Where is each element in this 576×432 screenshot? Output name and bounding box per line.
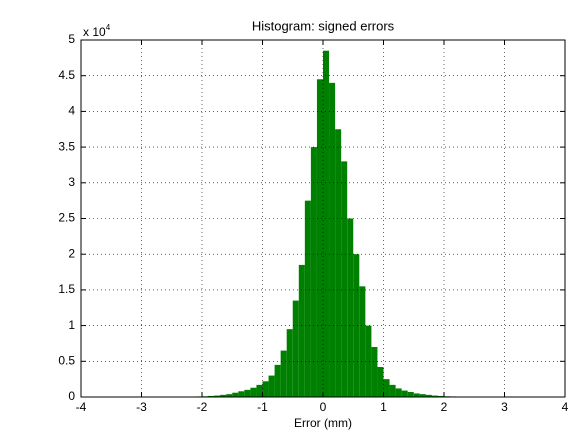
bar	[347, 218, 354, 397]
bar	[419, 394, 426, 397]
bar	[220, 394, 227, 397]
y-tick-label: 4	[68, 104, 75, 118]
axes-box	[80, 39, 566, 398]
bar	[359, 286, 366, 397]
y-tick-label: 1	[68, 318, 75, 332]
bar	[238, 391, 245, 397]
bar	[310, 147, 317, 397]
y-scale-exponent: 4	[106, 23, 111, 32]
bar	[377, 367, 384, 397]
bar	[437, 395, 444, 397]
x-tick-label: 1	[380, 400, 387, 414]
y-tick-label: 0.5	[58, 353, 75, 367]
bar	[292, 300, 299, 397]
bar	[413, 393, 420, 397]
y-scale-base: x 10	[83, 25, 106, 39]
bar	[214, 395, 221, 397]
y-tick-label: 5	[68, 32, 75, 46]
x-tick-label: 3	[501, 400, 508, 414]
x-tick-label: 4	[562, 400, 569, 414]
x-tick-label: 0	[320, 400, 327, 414]
bar	[371, 347, 378, 397]
bar	[425, 394, 432, 397]
y-tick-label: 3	[68, 175, 75, 189]
bar	[341, 161, 348, 397]
bar	[304, 200, 311, 397]
bar	[383, 379, 390, 397]
bar	[431, 395, 438, 397]
bar	[335, 129, 342, 397]
y-tick-label: 2.5	[58, 211, 75, 225]
bar	[353, 254, 360, 397]
bar	[262, 381, 269, 397]
y-tick-label: 1.5	[58, 282, 75, 296]
x-tick-label: -1	[257, 400, 268, 414]
x-tick-label: -3	[136, 400, 147, 414]
y-tick-label: 3.5	[58, 139, 75, 153]
bar	[407, 392, 414, 397]
bar	[389, 384, 396, 397]
bar	[244, 389, 251, 397]
bar	[208, 395, 215, 397]
bar	[268, 375, 275, 397]
bar	[226, 394, 233, 397]
x-tick-label: -2	[197, 400, 208, 414]
chart-title: Histogram: signed errors	[252, 18, 395, 33]
bar	[274, 364, 281, 397]
y-tick-label: 4.5	[58, 68, 75, 82]
bar	[280, 350, 287, 397]
bar	[286, 329, 293, 397]
bar	[256, 384, 263, 397]
x-tick-label: 2	[441, 400, 448, 414]
bar	[250, 387, 257, 397]
y-scale-label: x 104	[83, 23, 111, 39]
bar	[365, 325, 372, 397]
bar	[395, 388, 402, 397]
bar	[232, 392, 239, 397]
bar	[329, 82, 336, 397]
bar	[316, 79, 323, 398]
bar	[401, 390, 408, 397]
y-tick-label: 0	[68, 389, 75, 403]
y-tick-label: 2	[68, 246, 75, 260]
x-tick-label: -4	[76, 400, 87, 414]
x-axis-label: Error (mm)	[294, 416, 352, 430]
bar	[323, 50, 330, 398]
bar	[298, 264, 305, 397]
